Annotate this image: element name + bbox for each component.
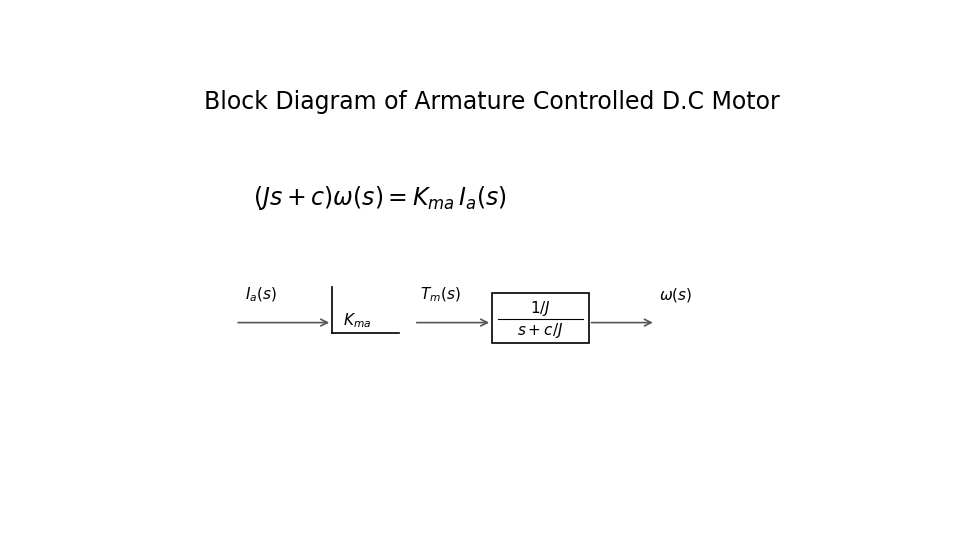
Text: $\omega(s)$: $\omega(s)$ bbox=[660, 286, 693, 304]
Text: $K_{ma}$: $K_{ma}$ bbox=[344, 311, 372, 330]
Text: $1/J$: $1/J$ bbox=[530, 299, 551, 318]
Text: $T_m(s)$: $T_m(s)$ bbox=[420, 286, 460, 304]
Text: Block Diagram of Armature Controlled D.C Motor: Block Diagram of Armature Controlled D.C… bbox=[204, 90, 780, 114]
Text: $I_a(s)$: $I_a(s)$ bbox=[246, 286, 277, 304]
Bar bbox=[492, 294, 588, 343]
Text: $s + c/J$: $s + c/J$ bbox=[517, 321, 564, 340]
Text: $\left(Js + c\right)\omega(s) = K_{ma}\,I_a(s)$: $\left(Js + c\right)\omega(s) = K_{ma}\,… bbox=[253, 184, 508, 212]
